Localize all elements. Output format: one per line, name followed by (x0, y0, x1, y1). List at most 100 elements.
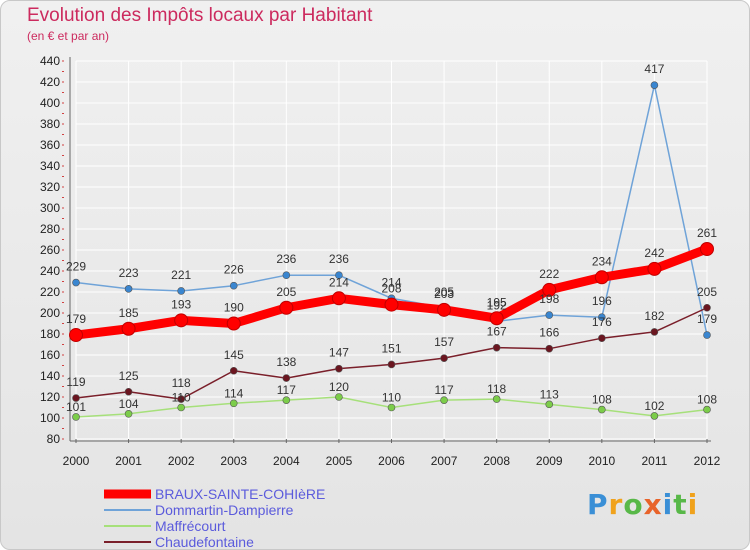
data-label: 214 (381, 275, 401, 289)
data-label: 102 (644, 399, 664, 413)
data-label: 261 (697, 226, 717, 240)
data-label: 138 (276, 355, 296, 369)
data-point (72, 394, 80, 402)
data-point (598, 334, 606, 343)
data-label: 117 (435, 383, 454, 397)
x-tick-label: 2010 (588, 454, 615, 468)
data-point (437, 302, 452, 317)
data-point (598, 405, 606, 414)
data-label: 198 (539, 292, 559, 306)
y-tick-label: 120 (40, 390, 60, 404)
legend-label: Maffrécourt (155, 518, 226, 534)
series-group (69, 81, 714, 421)
data-label: 205 (434, 285, 454, 299)
data-point (703, 303, 711, 312)
data-label: 157 (434, 335, 454, 349)
data-point (545, 344, 554, 353)
data-point (387, 403, 396, 412)
data-point (174, 313, 189, 328)
x-tick-label: 2008 (483, 454, 510, 468)
legend: BRAUX-SAINTE-COHIèREDommartin-DampierreM… (104, 486, 325, 549)
x-tick-label: 2009 (536, 454, 563, 468)
x-tick-label: 2002 (168, 454, 195, 468)
data-point (72, 278, 80, 287)
data-label: 108 (697, 393, 717, 407)
data-label: 193 (171, 297, 191, 311)
data-point (594, 270, 609, 285)
x-tick-label: 2003 (220, 454, 247, 468)
y-tick-label: 320 (40, 180, 60, 194)
data-point (647, 261, 662, 276)
data-label: 205 (276, 285, 296, 299)
data-label: 108 (592, 393, 612, 407)
y-tick-label: 400 (40, 96, 60, 110)
data-label: 118 (487, 382, 506, 396)
data-label: 114 (224, 386, 243, 400)
data-label: 196 (592, 294, 612, 308)
data-label: 147 (329, 346, 349, 360)
data-label: 117 (277, 383, 296, 397)
data-point (124, 285, 133, 293)
data-label: 104 (119, 397, 139, 411)
data-point (124, 409, 133, 418)
legend-label: BRAUX-SAINTE-COHIèRE (155, 486, 325, 502)
data-label: 185 (119, 306, 139, 320)
logo-letter: x (643, 488, 663, 521)
data-label: 113 (540, 387, 559, 401)
chart-title: Evolution des Impôts locaux par Habitant (27, 5, 373, 26)
logo-letter: o (623, 488, 644, 521)
x-tick-label: 2001 (115, 454, 142, 468)
y-tick-label: 280 (40, 222, 60, 236)
y-tick-label: 260 (40, 243, 60, 257)
chart-subtitle: (en € et par an) (27, 29, 110, 43)
data-point (124, 387, 133, 396)
data-label: 214 (329, 275, 349, 289)
logo-letter: P (587, 488, 609, 521)
data-point (700, 241, 714, 256)
data-label: 226 (224, 263, 244, 277)
logo-letter: t (673, 488, 688, 521)
data-label: 179 (66, 312, 86, 326)
data-point (492, 395, 501, 403)
x-tick-label: 2012 (694, 454, 721, 468)
data-label: 223 (119, 266, 139, 280)
data-point (335, 271, 343, 280)
data-point (387, 360, 396, 369)
data-point (492, 343, 501, 352)
data-label: 229 (66, 260, 86, 274)
data-point (598, 313, 606, 322)
y-tick-label: 180 (40, 327, 60, 341)
data-point (703, 331, 711, 339)
data-point (650, 328, 659, 336)
data-point (226, 316, 241, 331)
logo-letter: i (662, 488, 674, 521)
data-label: 145 (224, 348, 244, 362)
data-point (703, 405, 711, 414)
data-label: 110 (382, 391, 401, 405)
data-label: 222 (539, 267, 559, 281)
data-point (650, 81, 659, 89)
y-tick-label: 440 (40, 54, 60, 68)
data-label: 125 (119, 369, 139, 383)
data-label: 151 (381, 341, 401, 355)
y-tick-label: 380 (40, 117, 60, 131)
data-point (229, 281, 238, 290)
data-point (282, 271, 291, 280)
y-tick-label: 140 (40, 369, 60, 383)
data-label: 182 (644, 309, 664, 323)
legend-label: Dommartin-Dampierre (155, 502, 294, 518)
data-point (121, 321, 136, 336)
data-point (545, 400, 554, 409)
logo-letter: i (687, 488, 699, 521)
data-label: 242 (644, 246, 664, 260)
data-point (177, 403, 185, 412)
data-point (279, 300, 294, 315)
data-label: 176 (592, 315, 612, 329)
proxiti-logo: Proxiti (587, 488, 698, 521)
data-label: 118 (172, 376, 191, 390)
y-tick-label: 240 (40, 264, 60, 278)
data-label: 110 (172, 391, 191, 405)
